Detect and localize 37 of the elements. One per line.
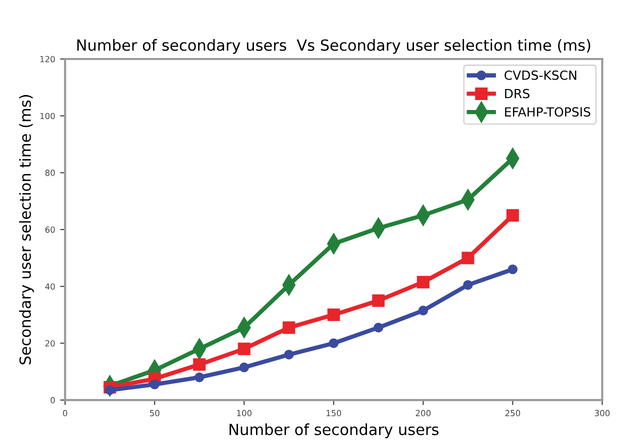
point [327,308,340,322]
x-axis-title: Number of secondary users [230,423,438,438]
point [150,380,160,390]
y-tick-label: 0 [50,397,55,404]
x-tick-label: 0 [63,410,68,416]
y-tick-label: 120 [40,56,55,62]
x-tick-label: 50 [150,410,160,416]
point [463,280,473,290]
point [508,264,518,274]
y-tick-label: 40 [45,283,55,290]
point [282,321,296,334]
legend-label: CVDS-KSCN [504,70,576,80]
x-tick-label: 200 [416,410,431,416]
y-tick-label: 60 [45,226,55,233]
point [239,362,249,372]
point [506,209,519,222]
point [462,252,474,264]
y-tick-label: 20 [45,340,55,347]
point [193,358,206,371]
x-tick-label: 250 [505,410,520,416]
point [416,276,430,288]
y-tick-label: 100 [40,112,55,120]
y-tick-label: 80 [45,170,55,176]
legend-label: EFAHP-TOPSIS [505,107,590,117]
chart-title: Number of secondary users Vs Secondary user selection time (ms) [77,39,590,54]
point [328,338,339,348]
point [194,372,204,382]
x-tick-label: 100 [237,410,252,416]
point [418,306,428,316]
legend-label: DRS [505,88,530,98]
x-tick-label: 300 [594,410,610,416]
x-tick-label: 150 [326,410,342,416]
y-axis-title: Secondary user selection time (ms) [19,95,34,364]
point [284,350,294,360]
point [372,294,385,307]
point [374,322,384,332]
point [238,342,250,356]
